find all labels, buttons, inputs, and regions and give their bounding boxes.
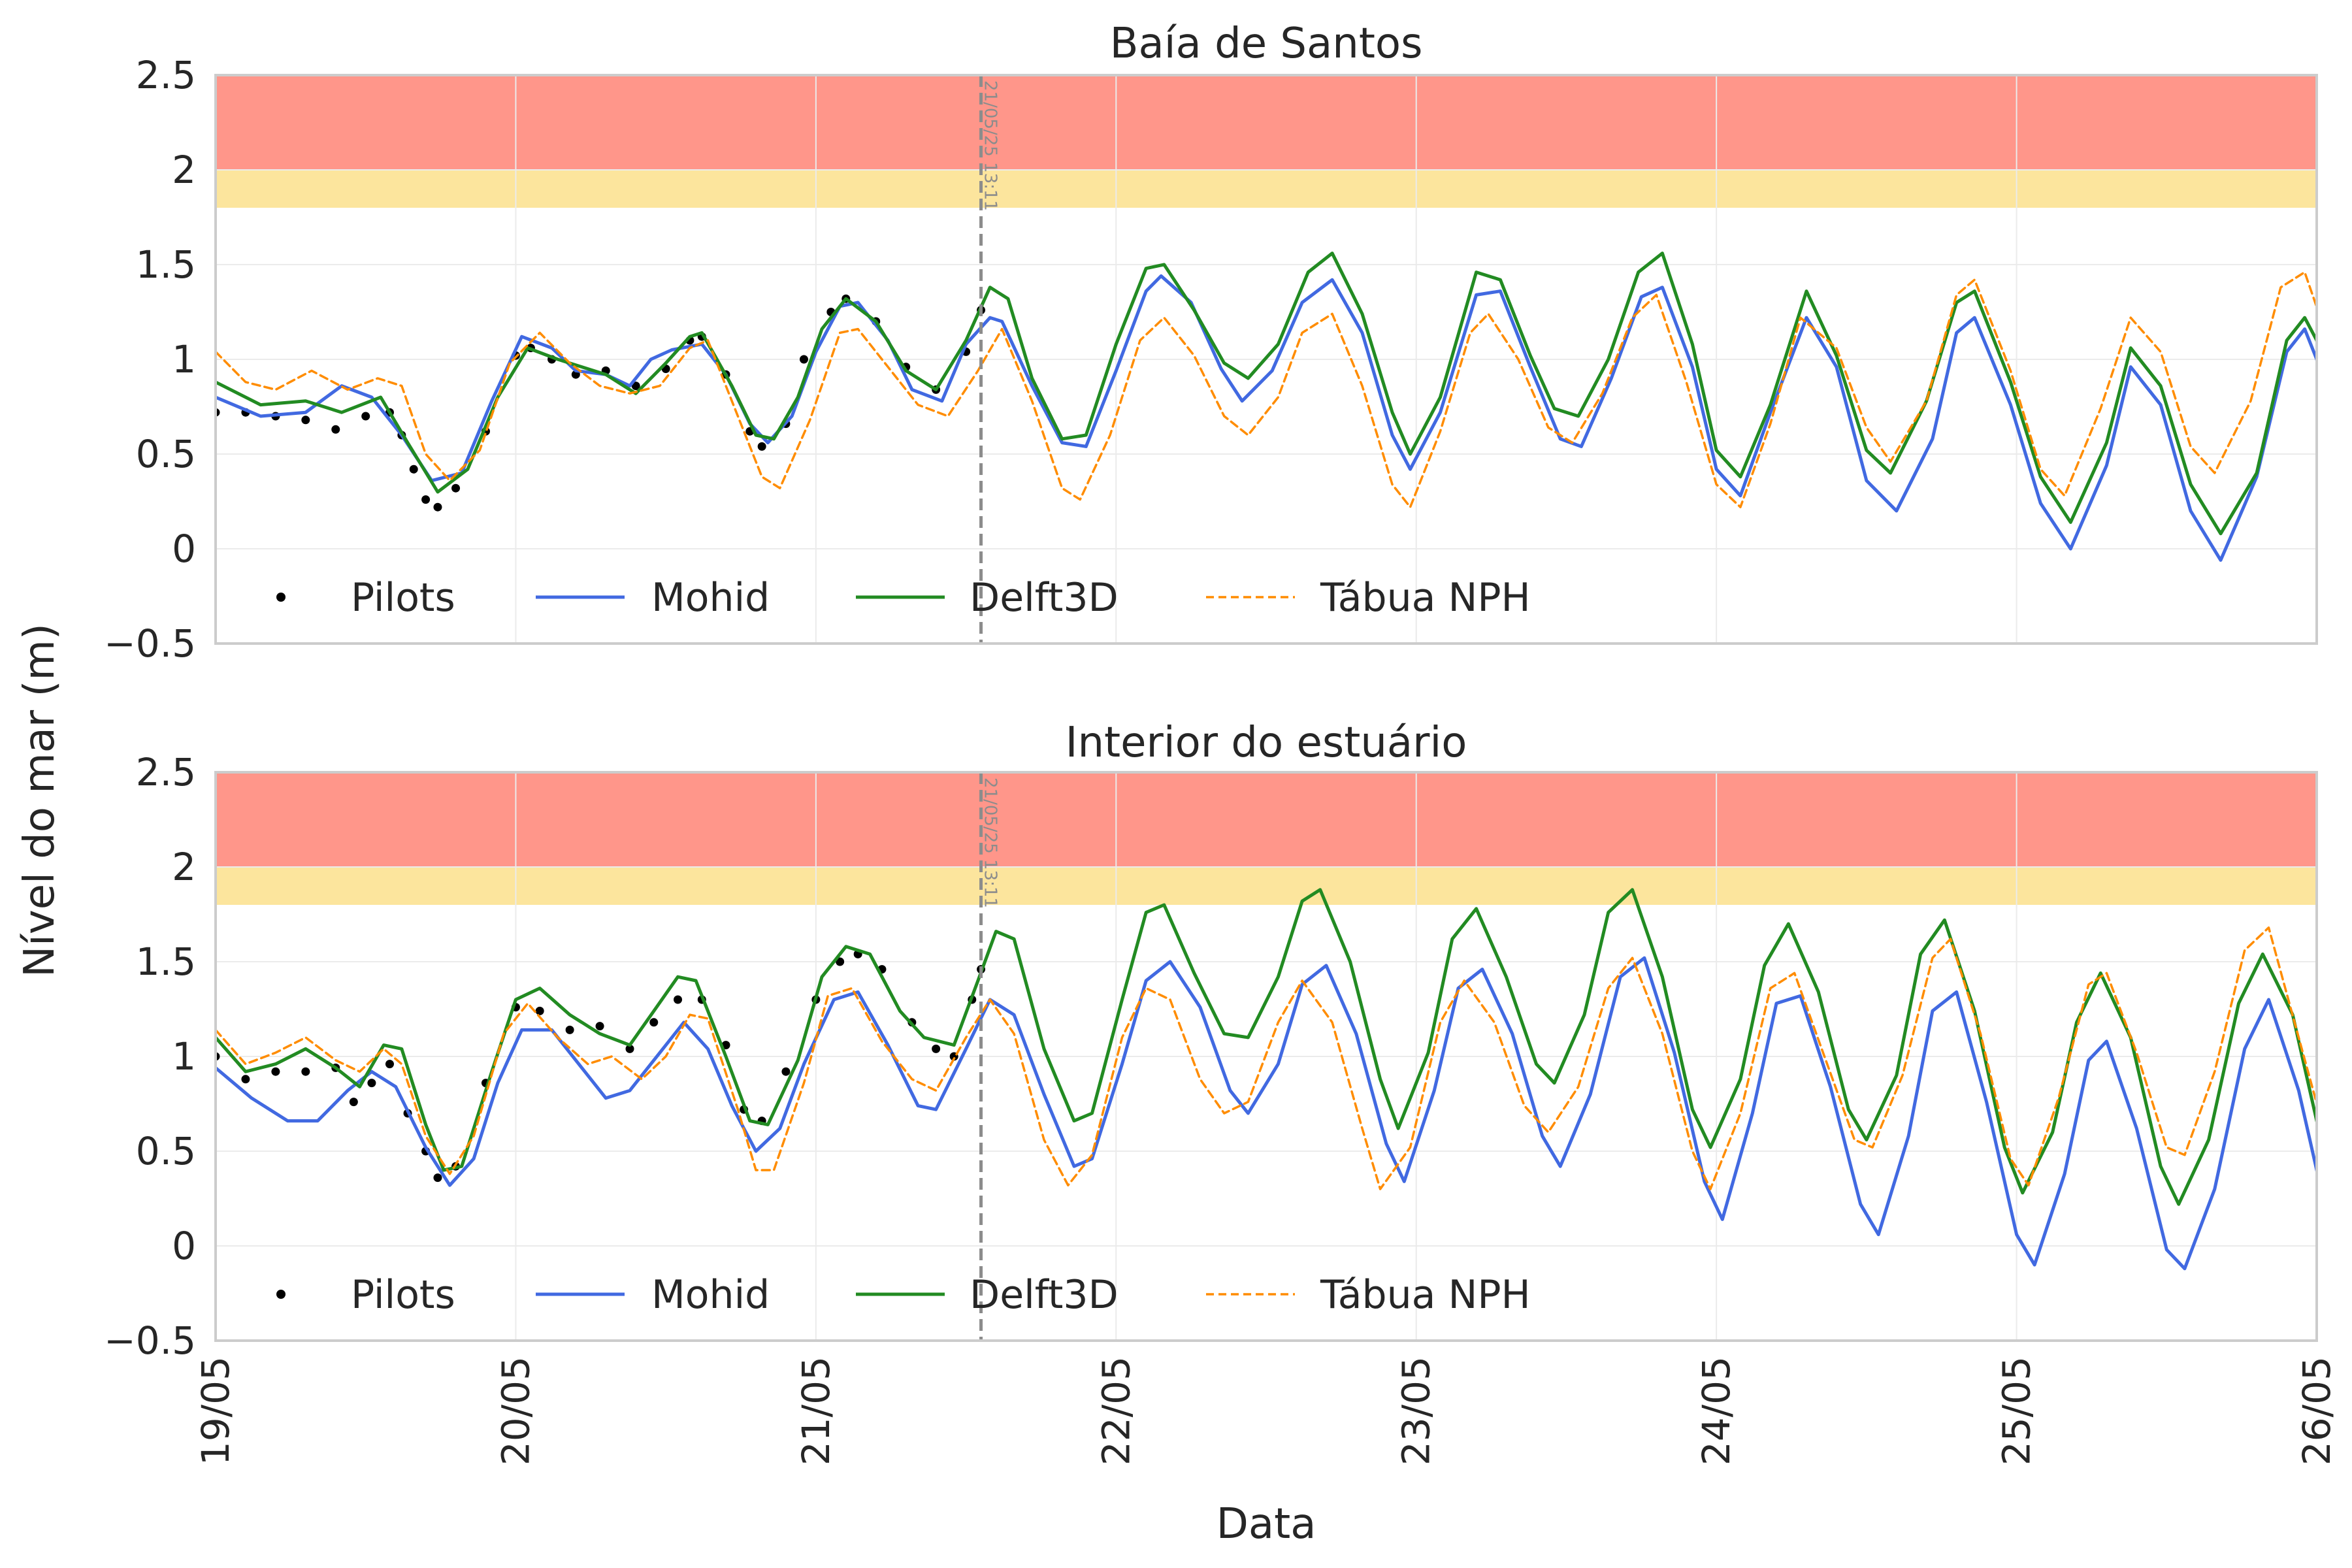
pilots-point <box>649 1018 659 1027</box>
pilots-point <box>631 382 640 391</box>
plot-frame <box>214 771 2318 1342</box>
series-line-t-bua-nph <box>216 926 2317 1190</box>
series-line-mohid <box>216 274 2317 562</box>
threshold-band <box>216 867 2317 905</box>
y-tick-label: −0.5 <box>104 1318 196 1363</box>
panel-title: Baía de Santos <box>1110 20 1423 68</box>
threshold-band <box>216 75 2317 170</box>
pilots-point <box>271 1067 280 1076</box>
pilots-point <box>625 1044 634 1053</box>
legend-label: Delft3D <box>970 575 1119 621</box>
pilots-point <box>331 425 340 434</box>
series-line-delft3d <box>216 888 2317 1206</box>
now-marker-label: 21/05/25 13:11 <box>981 80 1000 211</box>
pilots-point <box>799 355 808 364</box>
legend-label: Tábua NPH <box>1320 575 1531 621</box>
x-axis-label: Data <box>1217 1500 1316 1548</box>
x-tick-label: 25/05 <box>1995 1356 2039 1465</box>
pilots-point <box>932 1044 941 1053</box>
panel-baia-de-santos: Baía de Santos 21/05/25 13:11 −0.5 0 0.5 1 1.… <box>104 20 2318 666</box>
pilots-point <box>301 1067 310 1076</box>
x-tick-label: 24/05 <box>1694 1356 1739 1465</box>
legend-label: Delft3D <box>970 1272 1119 1318</box>
x-tick-label: 22/05 <box>1094 1356 1138 1465</box>
y-tick-label: 0.5 <box>136 432 196 476</box>
x-tick-label: 21/05 <box>794 1356 838 1465</box>
pilots-point <box>781 1067 791 1076</box>
legend: Pilots Mohid Delft3D Tábua NPH <box>276 575 1531 621</box>
x-tick-label: 26/05 <box>2295 1356 2339 1465</box>
pilots-point <box>367 1079 376 1088</box>
y-tick-label: −0.5 <box>104 621 196 666</box>
threshold-band <box>216 772 2317 867</box>
plot-frame <box>214 74 2318 645</box>
y-tick-label: 2.5 <box>136 750 196 794</box>
legend-marker <box>276 1290 286 1299</box>
y-tick-label: 1 <box>172 1034 196 1079</box>
pilots-point <box>565 1025 574 1034</box>
legend-label: Tábua NPH <box>1320 1272 1531 1318</box>
y-tick-label: 0 <box>172 527 196 571</box>
pilots-point <box>349 1098 358 1107</box>
series-group <box>216 252 2317 562</box>
y-tick-label: 1.5 <box>136 939 196 984</box>
legend-marker <box>276 593 286 602</box>
pilots-point <box>595 1022 604 1031</box>
x-tick-label: 23/05 <box>1394 1356 1439 1465</box>
pilots-point <box>421 495 431 504</box>
panel-title: Interior do estuário <box>1066 719 1467 767</box>
pilots-point <box>535 1006 544 1015</box>
y-tick-label: 0 <box>172 1224 196 1268</box>
legend-label: Pilots <box>351 1272 455 1318</box>
x-tick-label: 20/05 <box>493 1356 538 1465</box>
series-line-t-bua-nph <box>216 270 2317 508</box>
panel-interior-do-estuario: Interior do estuário 21/05/25 13:11 −0.5 0… <box>104 719 2339 1465</box>
y-tick-label: 2.5 <box>136 53 196 97</box>
pilots-point <box>451 483 461 493</box>
y-tick-label: 2 <box>172 148 196 192</box>
pilots-point <box>433 502 442 512</box>
y-axis-label: Nível do mar (m) <box>16 623 64 977</box>
pilots-point <box>409 465 418 474</box>
pilots-point <box>757 442 766 451</box>
series-line-mohid <box>216 956 2317 1271</box>
pilots-point <box>385 1060 394 1069</box>
series-group <box>216 888 2317 1271</box>
series-line-delft3d <box>216 252 2317 536</box>
pilots-point <box>836 957 845 966</box>
legend-label: Mohid <box>651 575 770 621</box>
pilots-point <box>241 1075 250 1084</box>
legend-label: Pilots <box>351 575 455 621</box>
legend-label: Mohid <box>651 1272 770 1318</box>
y-tick-label: 0.5 <box>136 1129 196 1173</box>
y-tick-label: 1.5 <box>136 242 196 287</box>
pilots-point <box>433 1173 442 1183</box>
now-marker-label: 21/05/25 13:11 <box>981 777 1000 908</box>
pilots-point <box>674 995 683 1004</box>
pilots-point <box>361 412 370 421</box>
threshold-band <box>216 170 2317 208</box>
legend: Pilots Mohid Delft3D Tábua NPH <box>276 1272 1531 1318</box>
x-tick-label: 19/05 <box>193 1356 238 1465</box>
y-tick-label: 1 <box>172 337 196 382</box>
pilots-point <box>301 416 310 425</box>
y-tick-label: 2 <box>172 845 196 889</box>
